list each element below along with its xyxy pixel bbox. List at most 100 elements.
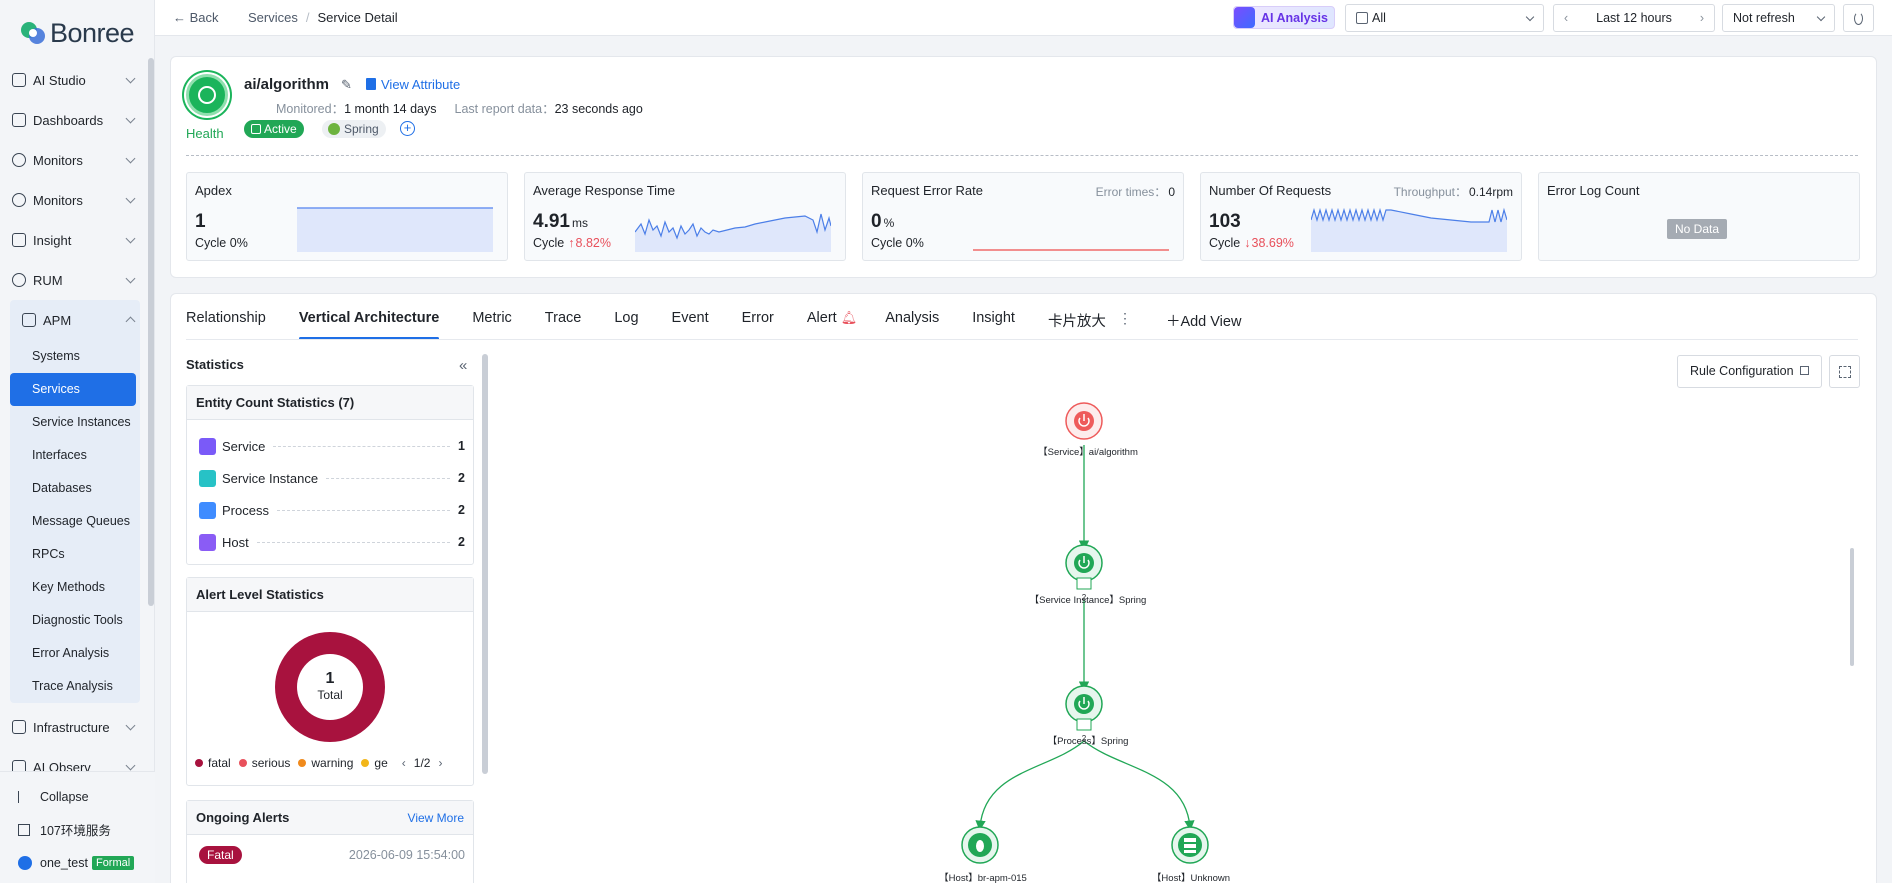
view-attribute-link[interactable]: View Attribute: [366, 77, 460, 92]
cycle-label: Cycle: [871, 236, 903, 250]
tab-error[interactable]: Error: [741, 310, 774, 326]
nav-dashboards[interactable]: Dashboards: [0, 100, 150, 140]
tab-metric[interactable]: Metric: [472, 310, 512, 326]
tab-relationship[interactable]: Relationship: [186, 310, 266, 326]
env-switch[interactable]: 107环境服务: [0, 813, 155, 846]
tab-event[interactable]: Event: [671, 310, 709, 326]
no-data-badge: No Data: [1667, 219, 1728, 239]
rule-configuration-button[interactable]: Rule Configuration: [1677, 355, 1823, 388]
metric-card-apdex[interactable]: Apdex 1 Cycle 0%: [186, 172, 508, 261]
entity-count: 2: [458, 503, 465, 517]
ai-analysis-button[interactable]: AI Analysis: [1233, 6, 1335, 29]
nav-interfaces[interactable]: Interfaces: [32, 448, 87, 462]
last-report-value: 23 seconds ago: [554, 102, 643, 116]
metric-card-requests[interactable]: Number Of Requests Throughput： 0.14rpm 10…: [1200, 172, 1522, 261]
legend-item-general[interactable]: ge: [361, 756, 388, 770]
chevron-right-icon[interactable]: ›: [1699, 11, 1704, 25]
nav-apm[interactable]: APM: [0, 300, 150, 340]
nav-ai-studio[interactable]: AI Studio: [0, 60, 150, 100]
time-range-picker[interactable]: ‹ Last 12 hours ›: [1553, 4, 1715, 32]
list-item[interactable]: Host 2: [187, 526, 473, 558]
tab-trace[interactable]: Trace: [544, 310, 582, 326]
document-icon: [366, 78, 376, 90]
dashboard-icon: [12, 113, 26, 127]
nav-rpcs[interactable]: RPCs: [32, 547, 65, 561]
metric-unit: ms: [571, 216, 588, 230]
tab-alert[interactable]: Alert: [806, 310, 837, 326]
collapse-button[interactable]: Collapse: [0, 780, 155, 813]
metric-card-error-rate[interactable]: Request Error Rate Error times： 0 0% Cycl…: [862, 172, 1184, 261]
chevron-left-icon[interactable]: ‹: [1564, 11, 1569, 25]
nav-rum[interactable]: RUM: [0, 260, 150, 300]
legend-prev-icon[interactable]: ‹: [401, 756, 406, 770]
fullscreen-button[interactable]: [1829, 355, 1860, 388]
view-attribute-label: View Attribute: [381, 77, 461, 92]
more-icon[interactable]: ⋮: [1117, 310, 1132, 326]
tab-card-zoom[interactable]: 卡片放大: [1047, 314, 1106, 330]
nav-services[interactable]: Services: [10, 373, 136, 406]
cycle-value: 0%: [905, 236, 924, 250]
node-service-instance[interactable]: [1065, 544, 1103, 590]
list-item[interactable]: Process 2: [187, 494, 473, 526]
tab-insight[interactable]: Insight: [972, 310, 1015, 326]
refresh-select[interactable]: Not refresh: [1722, 4, 1835, 32]
nav-systems[interactable]: Systems: [32, 349, 80, 363]
stats-scrollbar[interactable]: [482, 354, 488, 774]
nav-insight[interactable]: Insight: [0, 220, 150, 260]
collapse-label: Collapse: [40, 789, 89, 804]
graph-zoom-slider[interactable]: [1850, 548, 1854, 666]
legend-next-icon[interactable]: ›: [438, 756, 443, 770]
add-view-button[interactable]: ＋Add View: [1166, 310, 1242, 340]
bonree-logo-icon: [21, 22, 45, 44]
reload-button[interactable]: [1843, 4, 1874, 32]
legend-item-serious[interactable]: serious: [238, 756, 290, 770]
user-badge: Formal: [91, 855, 135, 870]
nav-message-queues[interactable]: Message Queues: [32, 514, 130, 528]
nav-databases[interactable]: Databases: [32, 481, 92, 495]
table-row[interactable]: Fatal 2026-06-09 15:54:00: [187, 835, 473, 864]
donut-center: 1 Total: [297, 654, 363, 720]
tab-vertical-architecture[interactable]: Vertical Architecture: [298, 310, 439, 340]
node-host-linux[interactable]: [961, 826, 999, 864]
nav-error-analysis[interactable]: Error Analysis: [32, 646, 110, 660]
breadcrumb-services[interactable]: Services: [248, 10, 298, 25]
chevron-down-icon: [125, 233, 136, 243]
environment-select[interactable]: All: [1345, 4, 1544, 32]
brand-logo[interactable]: Bonree: [18, 14, 135, 52]
nav-monitors-2[interactable]: Monitors: [0, 180, 150, 220]
ai-studio-icon: [12, 73, 26, 87]
nav-infrastructure[interactable]: Infrastructure: [0, 707, 150, 747]
back-button[interactable]: ← Back: [173, 10, 219, 25]
legend-item-warning[interactable]: warning: [298, 756, 353, 770]
nav-label: APM: [43, 312, 72, 328]
alert-donut-chart[interactable]: 1 Total: [275, 632, 385, 742]
node-host-unknown[interactable]: [1171, 826, 1209, 864]
health-label: Health: [186, 126, 224, 141]
metric-cycle: Cycle ↓38.69%: [1209, 236, 1294, 250]
tab-analysis[interactable]: Analysis: [885, 310, 940, 326]
view-more-link[interactable]: View More: [407, 811, 464, 825]
host-icon: [199, 533, 216, 551]
sidebar-scrollbar[interactable]: [148, 58, 154, 606]
edit-icon[interactable]: ✎: [341, 77, 352, 92]
node-process[interactable]: [1065, 685, 1103, 731]
nav-diagnostic-tools[interactable]: Diagnostic Tools: [32, 613, 123, 627]
process-icon: [199, 501, 216, 519]
node-service[interactable]: [1065, 402, 1103, 440]
nav-monitors[interactable]: Monitors: [0, 140, 150, 180]
nav-key-methods[interactable]: Key Methods: [32, 580, 105, 594]
user-menu[interactable]: one_test Formal: [0, 846, 155, 879]
collapse-panel-icon[interactable]: «: [459, 357, 468, 374]
rum-icon: [12, 273, 26, 287]
legend-item-fatal[interactable]: fatal: [195, 756, 231, 770]
metric-card-response-time[interactable]: Average Response Time 4.91 ms Cycle ↑8.82%: [524, 172, 846, 261]
ongoing-alerts-panel: Ongoing Alerts View More Fatal 2026-06-09…: [186, 800, 474, 883]
metric-card-error-log[interactable]: Error Log Count: [1538, 172, 1860, 261]
tab-log[interactable]: Log: [614, 310, 639, 326]
nav-service-instances[interactable]: Service Instances: [32, 415, 131, 429]
nav-trace-analysis[interactable]: Trace Analysis: [32, 679, 113, 693]
add-tag-button[interactable]: +: [400, 121, 415, 136]
list-item[interactable]: Service Instance 2: [187, 462, 473, 494]
entity-name: Service: [222, 438, 266, 454]
list-item[interactable]: Service 1: [187, 430, 473, 462]
